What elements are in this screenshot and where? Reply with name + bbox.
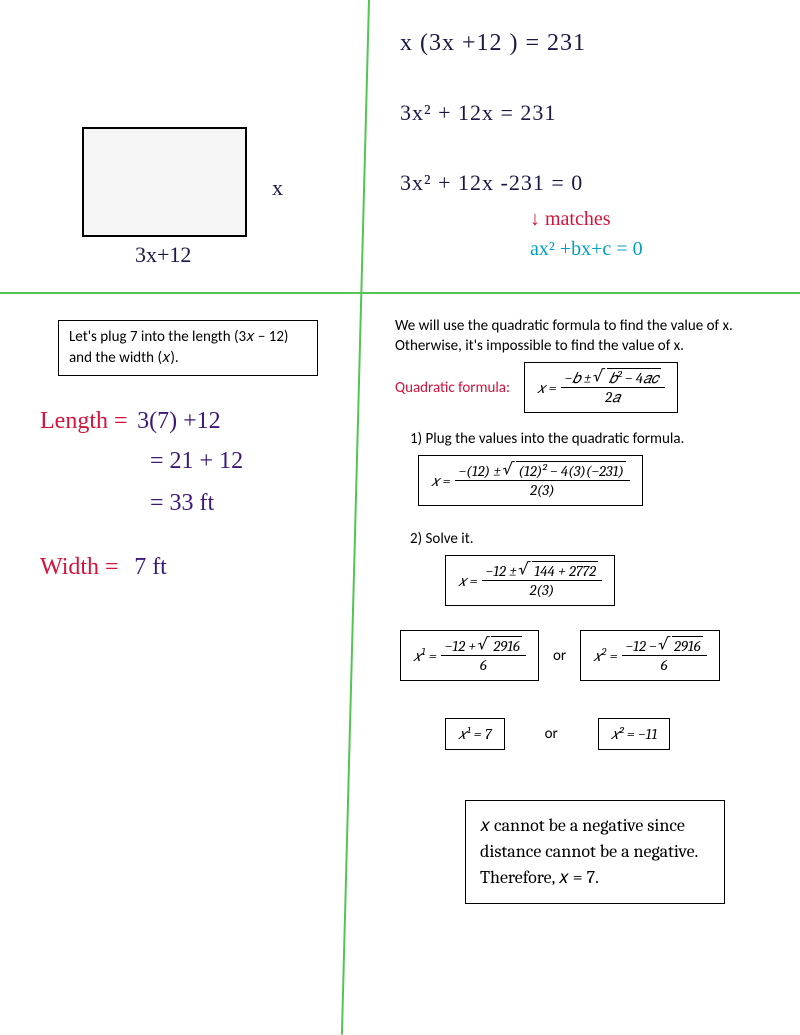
qf-label: Quadratic formula: [395,379,510,397]
step-2-label: 2) Solve it. [410,530,474,548]
s2-den: 2(3) [526,581,559,599]
x1-den: 6 [476,656,491,674]
x2-radicand: 2916 [672,636,703,655]
branch-row: 𝑥1 = −12 + 2916 6 or 𝑥2 = −12 − 2916 6 [400,630,720,681]
x2-final: 𝑥² = −11 [598,718,671,750]
length-expr-1: 3(7) +12 [137,408,221,434]
plug-in-textbox: Let's plug 7 into the length (3𝑥 − 12) a… [58,320,318,376]
x1-formula: 𝑥1 = −12 + 2916 6 [400,630,539,681]
x1-radicand: 2916 [491,636,522,655]
length-row: Length = 3(7) +12 [40,408,221,435]
length-expr-2: = 21 + 12 [150,448,243,475]
qf-formula-box: 𝑥 = −𝑏 ± 𝑏² − 4𝑎𝑐 2𝑎 [524,362,678,413]
s1-den: 2(3) [526,481,559,499]
width-value: 7 ft [134,554,167,580]
eq-line-1: x (3x +12 ) = 231 [400,30,586,57]
x2-num: −12 − [626,637,660,655]
qf-radicand: 𝑏² − 4𝑎𝑐 [607,368,661,387]
intro-text: We will use the quadratic formula to fin… [395,316,765,357]
or-2: or [545,725,558,743]
s1-radicand: (12)² − 4(3)(−231) [516,461,626,480]
width-label: Width = [40,554,119,580]
qf-num: −𝑏 ± [565,369,595,387]
final-row: 𝑥¹ = 7 or 𝑥² = −11 [445,718,670,750]
standard-form: ax² +bx+c = 0 [530,238,643,261]
conclusion-box: 𝑥 cannot be a negative since distance ca… [465,800,725,904]
vertical-divider [341,0,370,1035]
eq-line-3: 3x² + 12x -231 = 0 [400,170,583,196]
width-row: Width = 7 ft [40,554,167,581]
x1-num: −12 + [445,637,480,655]
matches-label: ↓ matches [530,208,611,231]
plug-in-text: Let's plug 7 into the length (3𝑥 − 12) a… [69,328,288,367]
s1-num: −(12) ± [459,462,505,480]
eq-line-2: 3x² + 12x = 231 [400,100,556,126]
qf-den: 2𝑎 [601,388,624,406]
qf-row: Quadratic formula: 𝑥 = −𝑏 ± 𝑏² − 4𝑎𝑐 2𝑎 [395,362,678,413]
x2-den: 6 [657,656,672,674]
x1-final: 𝑥¹ = 7 [445,718,505,750]
or-1: or [553,647,566,665]
rect-length-label: 3x+12 [135,242,191,268]
s2-num: −12 ± [486,562,521,580]
conclusion-text: 𝑥 cannot be a negative since distance ca… [480,815,698,888]
x2-formula: 𝑥2 = −12 − 2916 6 [580,630,720,681]
step-1-formula: 𝑥 = −(12) ± (12)² − 4(3)(−231) 2(3) [418,455,643,506]
horizontal-divider [0,292,800,294]
length-label: Length = [40,408,128,434]
step-2-formula: 𝑥 = −12 ± 144 + 2772 2(3) [445,555,615,606]
step-1-label: 1) Plug the values into the quadratic fo… [410,430,684,448]
geometry-rectangle [82,127,247,237]
rect-width-x: x [272,175,283,201]
s2-radicand: 144 + 2772 [532,561,598,580]
length-expr-3: = 33 ft [150,490,214,517]
